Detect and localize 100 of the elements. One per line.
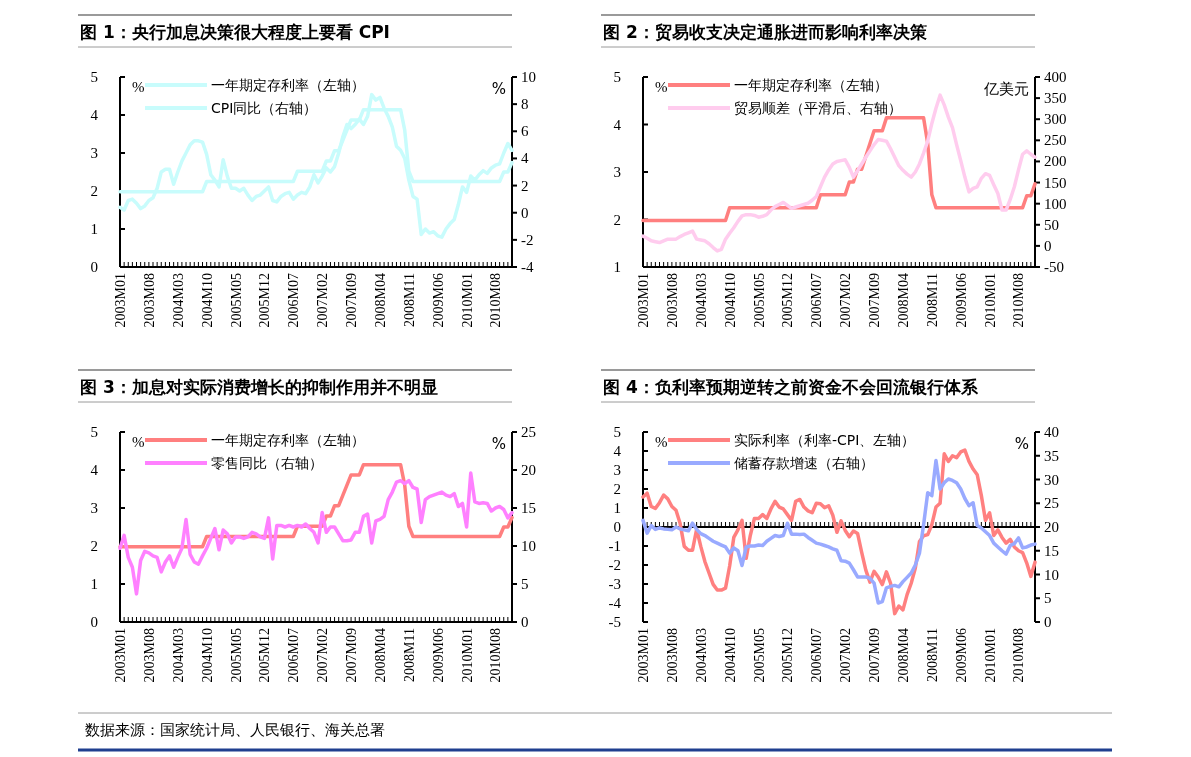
y-axis-title: % xyxy=(132,79,145,95)
line-series xyxy=(118,92,514,239)
y-tick-label: 5 xyxy=(90,424,98,440)
x-tick-label: 2003M08 xyxy=(664,628,680,683)
x-tick-label: 2010M08 xyxy=(488,628,504,683)
y-tick-label: -2 xyxy=(608,557,621,573)
x-tick-label: 2003M01 xyxy=(113,628,128,683)
y2-tick-label: 0 xyxy=(521,204,529,221)
y2-tick-label: 0 xyxy=(521,614,529,630)
x-tick-label: 2007M02 xyxy=(838,273,854,328)
x-tick-label: 2008M11 xyxy=(924,628,940,682)
y2-tick-label: 15 xyxy=(1044,542,1059,559)
y2-tick-label: 20 xyxy=(1044,519,1059,535)
y-axis-title: % xyxy=(132,434,145,450)
y-tick-label: -1 xyxy=(608,538,621,554)
x-tick-label: 2006M07 xyxy=(809,628,825,683)
y2-tick-label: 10 xyxy=(521,538,536,554)
x-tick-label: 2004M10 xyxy=(722,273,738,328)
x-tick-label: 2007M09 xyxy=(344,628,360,683)
y2-tick-label: 350 xyxy=(1044,90,1067,107)
y-tick-label: 0 xyxy=(90,614,98,630)
x-tick-label: 2006M07 xyxy=(286,628,302,683)
legend-label: 一年期定存利率（左轴） xyxy=(211,432,365,448)
x-tick-label: 2007M02 xyxy=(315,273,331,328)
y-tick-label: 5 xyxy=(613,69,621,85)
x-tick-label: 2005M05 xyxy=(751,273,767,328)
x-tick-label: 2004M03 xyxy=(693,628,709,683)
y2-tick-label: 8 xyxy=(521,96,529,113)
legend-label: 零售同比（右轴） xyxy=(211,455,323,471)
y-tick-label: 3 xyxy=(613,164,621,180)
x-tick-label: 2003M01 xyxy=(113,273,128,328)
y-tick-label: 5 xyxy=(90,69,98,85)
x-tick-label: 2005M12 xyxy=(257,273,273,328)
y-axis-title: % xyxy=(655,434,668,450)
x-tick-label: 2010M01 xyxy=(982,273,998,328)
y-tick-label: 3 xyxy=(613,462,621,478)
x-tick-label: 2007M02 xyxy=(838,628,854,683)
y2-tick-label: 0 xyxy=(1044,614,1052,630)
line-series xyxy=(118,471,514,596)
y2-tick-label: 25 xyxy=(521,424,536,440)
x-tick-label: 2006M07 xyxy=(809,273,825,328)
y2-tick-label: 40 xyxy=(1044,424,1059,440)
x-tick-label: 2008M04 xyxy=(895,628,911,683)
y-tick-label: 4 xyxy=(90,107,99,123)
y-axis-title: % xyxy=(655,79,668,95)
y2-tick-label: 0 xyxy=(1044,237,1052,254)
legend-label: 一年期定存利率（左轴） xyxy=(734,77,888,93)
x-tick-label: 2008M11 xyxy=(401,628,417,682)
x-tick-label: 2007M09 xyxy=(867,628,883,683)
y-tick-label: -3 xyxy=(608,576,621,592)
y2-tick-label: -50 xyxy=(1044,259,1064,275)
legend-label: 一年期定存利率（左轴） xyxy=(211,77,365,93)
x-tick-label: 2005M12 xyxy=(257,628,273,683)
y-tick-label: 2 xyxy=(613,211,621,228)
chart-title: 图 3：加息对实际消费增长的抑制作用并不明显 xyxy=(80,377,438,397)
x-tick-label: 2005M12 xyxy=(780,273,796,328)
y2-tick-label: 6 xyxy=(521,123,529,140)
y2-tick-label: 4 xyxy=(521,150,529,167)
x-tick-label: 2005M05 xyxy=(751,628,767,683)
y-tick-label: 0 xyxy=(90,259,98,275)
y-tick-label: 2 xyxy=(90,538,98,554)
legend-label: 贸易顺差（平滑后、右轴） xyxy=(734,100,902,116)
y-tick-label: 3 xyxy=(90,500,98,516)
y-tick-label: 4 xyxy=(613,443,622,459)
x-tick-label: 2004M10 xyxy=(722,628,738,683)
x-tick-label: 2010M01 xyxy=(459,628,475,683)
y2-tick-label: 50 xyxy=(1044,216,1059,233)
y2-tick-label: 100 xyxy=(1044,195,1067,212)
x-tick-label: 2007M02 xyxy=(315,628,331,683)
y-tick-label: -4 xyxy=(608,595,622,611)
y2-tick-label: 15 xyxy=(521,500,536,516)
x-tick-label: 2009M06 xyxy=(953,273,969,328)
x-tick-label: 2010M08 xyxy=(1011,273,1027,328)
x-tick-label: 2006M07 xyxy=(286,273,302,328)
y2-tick-label: 30 xyxy=(1044,471,1059,488)
y2-tick-label: 25 xyxy=(1044,495,1059,512)
x-tick-label: 2004M03 xyxy=(693,273,709,328)
x-tick-label: 2005M05 xyxy=(228,273,244,328)
x-tick-label: 2009M06 xyxy=(953,628,969,683)
x-tick-label: 2008M04 xyxy=(372,273,388,328)
y-tick-label: 5 xyxy=(613,424,621,440)
y2-tick-label: 200 xyxy=(1044,153,1067,170)
x-tick-label: 2005M12 xyxy=(780,628,796,683)
y2-axis-title: 亿美元 xyxy=(983,80,1029,98)
y-tick-label: 2 xyxy=(90,183,98,199)
x-tick-label: 2003M08 xyxy=(141,273,157,328)
x-tick-label: 2004M03 xyxy=(170,273,186,328)
y-tick-label: 1 xyxy=(90,576,98,592)
x-tick-label: 2007M09 xyxy=(344,273,360,328)
y-tick-label: 1 xyxy=(90,221,98,237)
x-tick-label: 2003M01 xyxy=(636,273,651,328)
x-tick-label: 2010M08 xyxy=(1011,628,1027,683)
x-tick-label: 2008M11 xyxy=(401,273,417,327)
y-tick-label: -5 xyxy=(608,614,621,630)
x-tick-label: 2005M05 xyxy=(228,628,244,683)
y-tick-label: 3 xyxy=(90,145,98,161)
x-tick-label: 2004M10 xyxy=(199,273,215,328)
x-tick-label: 2010M01 xyxy=(459,273,475,328)
y2-axis-title: % xyxy=(491,435,506,453)
legend-label: 储蓄存款增速（右轴） xyxy=(734,455,874,471)
